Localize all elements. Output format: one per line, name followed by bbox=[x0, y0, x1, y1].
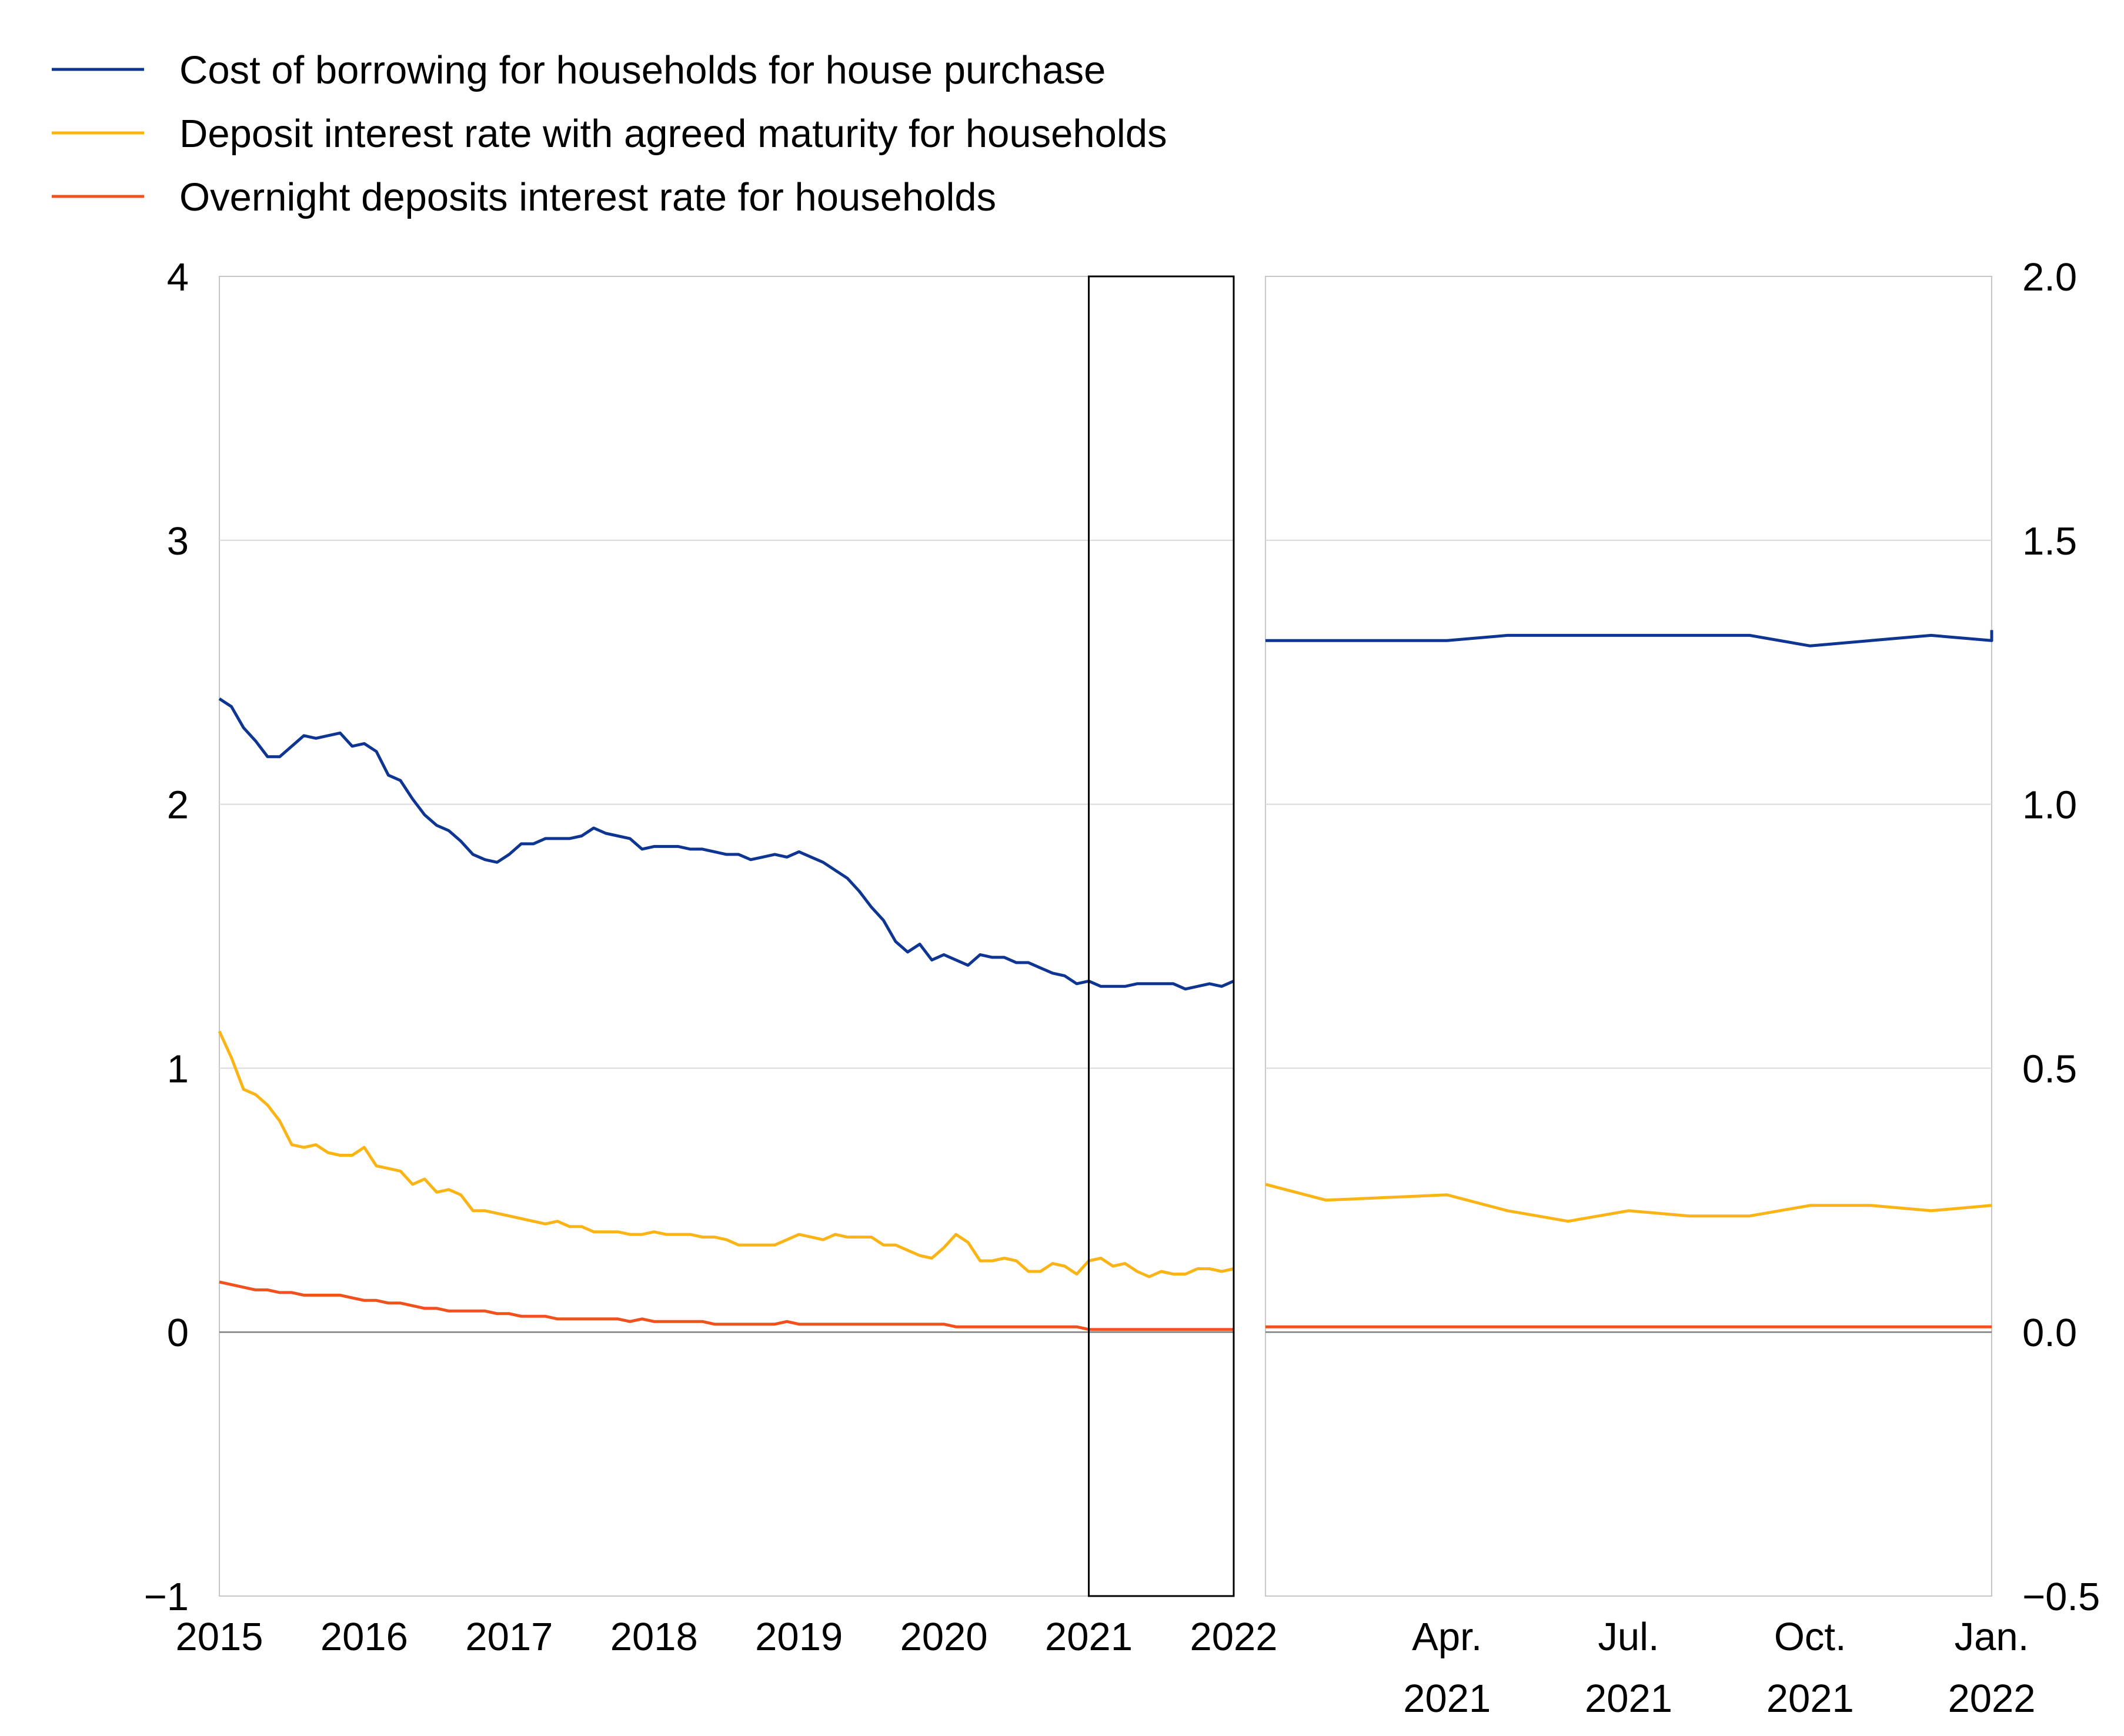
right-x-tick-label: 2021 bbox=[1766, 1677, 1854, 1721]
left-y-tick-label: 4 bbox=[167, 255, 189, 299]
left-y-tick-label: −1 bbox=[144, 1575, 189, 1619]
left-x-tick-label: 2017 bbox=[465, 1615, 553, 1659]
right-x-tick-label: Oct. bbox=[1774, 1615, 1846, 1659]
right-x-tick-label: 2021 bbox=[1585, 1677, 1672, 1721]
left-x-tick-label: 2021 bbox=[1045, 1615, 1133, 1659]
left-y-tick-label: 1 bbox=[167, 1047, 189, 1091]
right-y-tick-label: 1.0 bbox=[2022, 783, 2077, 827]
left-x-tick-label: 2015 bbox=[175, 1615, 263, 1659]
left-series-line-deposit_agreed_maturity bbox=[218, 1030, 1234, 1278]
right-y-tick-label: 2.0 bbox=[2022, 255, 2077, 299]
left-y-tick-label: 3 bbox=[167, 519, 189, 563]
right-y-tick-label: 0.0 bbox=[2022, 1311, 2077, 1355]
left-series-line-cost_of_borrowing bbox=[218, 697, 1235, 991]
right-y-tick-label: −0.5 bbox=[2022, 1575, 2100, 1619]
left-x-tick-label: 2016 bbox=[320, 1615, 408, 1659]
right-plot-frame bbox=[1265, 276, 1992, 1597]
left-x-tick-label: 2018 bbox=[610, 1615, 698, 1659]
legend-label-cost_of_borrowing: Cost of borrowing for households for hou… bbox=[179, 48, 1106, 92]
right-panel: −0.5 0.0 0.5 1.0 1.5 2.0 Apr. 2021 Jul. 2021 Oct. 2… bbox=[1265, 255, 2100, 1721]
right-x-tick-label: Jan. bbox=[1955, 1615, 2029, 1659]
right-series-line-cost_of_borrowing bbox=[1265, 630, 1993, 647]
left-x-tick-label: 2019 bbox=[755, 1615, 843, 1659]
legend-label-overnight_deposits: Overnight deposits interest rate for hou… bbox=[179, 175, 996, 219]
left-y-tick-label: 2 bbox=[167, 783, 189, 827]
right-y-tick-label: 1.5 bbox=[2022, 519, 2077, 563]
left-x-tick-label: 2020 bbox=[900, 1615, 988, 1659]
left-plot-frame bbox=[219, 276, 1234, 1597]
left-x-tick-label: 2022 bbox=[1190, 1615, 1277, 1659]
highlight-box bbox=[1088, 275, 1235, 1597]
chart-legend: Cost of borrowing for households for hou… bbox=[52, 48, 1167, 219]
left-series-line-overnight_deposits bbox=[219, 1280, 1234, 1331]
left-panel: −1 0 1 2 3 4 2015 2016 2017 2018 2019 2020 2021 2022 bbox=[144, 255, 1278, 1659]
right-x-tick-label: Apr. bbox=[1412, 1615, 1482, 1659]
right-series-line-deposit_agreed_maturity bbox=[1265, 1183, 1992, 1223]
legend-label-deposit_agreed_maturity: Deposit interest rate with agreed maturi… bbox=[179, 112, 1167, 156]
right-x-tick-label: Jul. bbox=[1598, 1615, 1659, 1659]
left-y-tick-label: 0 bbox=[167, 1311, 189, 1355]
right-x-tick-label: 2021 bbox=[1403, 1677, 1491, 1721]
right-x-tick-label: 2022 bbox=[1948, 1677, 2035, 1721]
right-y-tick-label: 0.5 bbox=[2022, 1047, 2077, 1091]
